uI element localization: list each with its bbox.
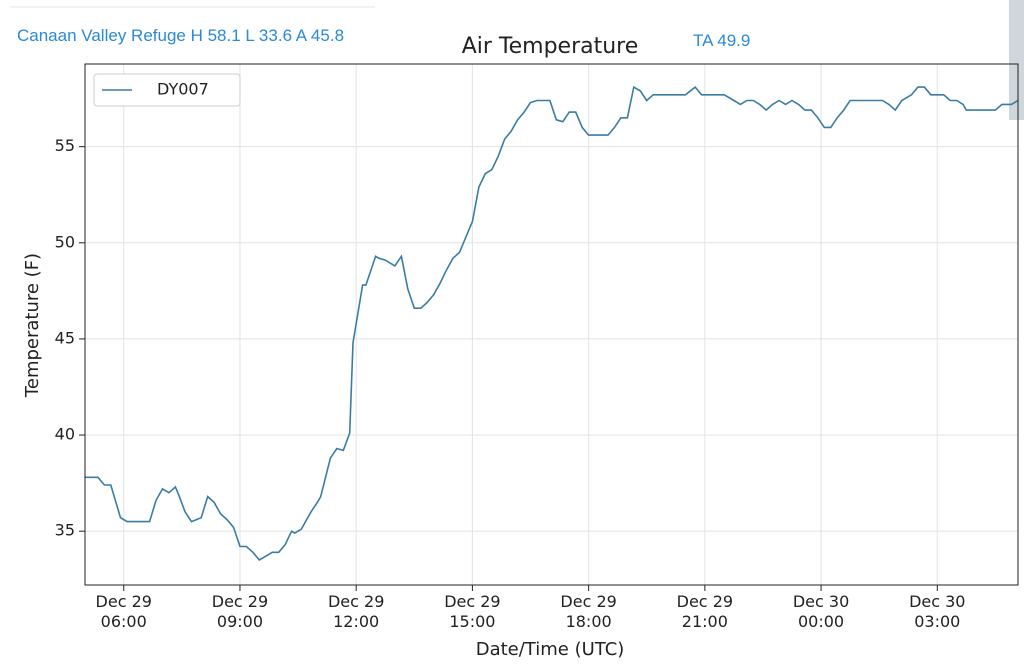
y-axis-label: Temperature (F) <box>22 253 43 398</box>
x-tick-label: Dec 29 18:00 <box>560 592 617 631</box>
x-tick-label: Dec 30 03:00 <box>909 592 966 631</box>
data-line <box>85 85 1018 562</box>
total-average: TA 49.9 <box>693 31 751 50</box>
y-tick-label: 35 <box>55 521 75 540</box>
x-tick-label: Dec 30 00:00 <box>792 592 850 631</box>
legend-box <box>93 73 241 107</box>
x-tick-label: Dec 29 15:00 <box>444 592 501 631</box>
y-tick-label: 45 <box>55 328 75 347</box>
x-tick-label: Dec 29 21:00 <box>676 592 734 631</box>
y-tick-label: 50 <box>55 232 75 251</box>
y-tick-label: 40 <box>55 425 75 444</box>
x-axis-label: Date/Time (UTC) <box>476 639 625 660</box>
plot-frame <box>84 63 1019 586</box>
y-tick-label: 55 <box>55 136 75 155</box>
station-summary: Canaan Valley Refuge H 58.1 L 33.6 A 45.… <box>17 26 345 45</box>
x-tick-label: Dec 29 09:00 <box>211 592 269 631</box>
legend-label: DY007 <box>157 80 209 99</box>
scrollbar <box>1009 0 1024 120</box>
plot <box>85 85 1018 562</box>
x-tick-label: Dec 29 06:00 <box>95 592 152 631</box>
chart-title: Air Temperature <box>462 34 639 59</box>
x-tick-label: Dec 29 12:00 <box>327 592 385 631</box>
